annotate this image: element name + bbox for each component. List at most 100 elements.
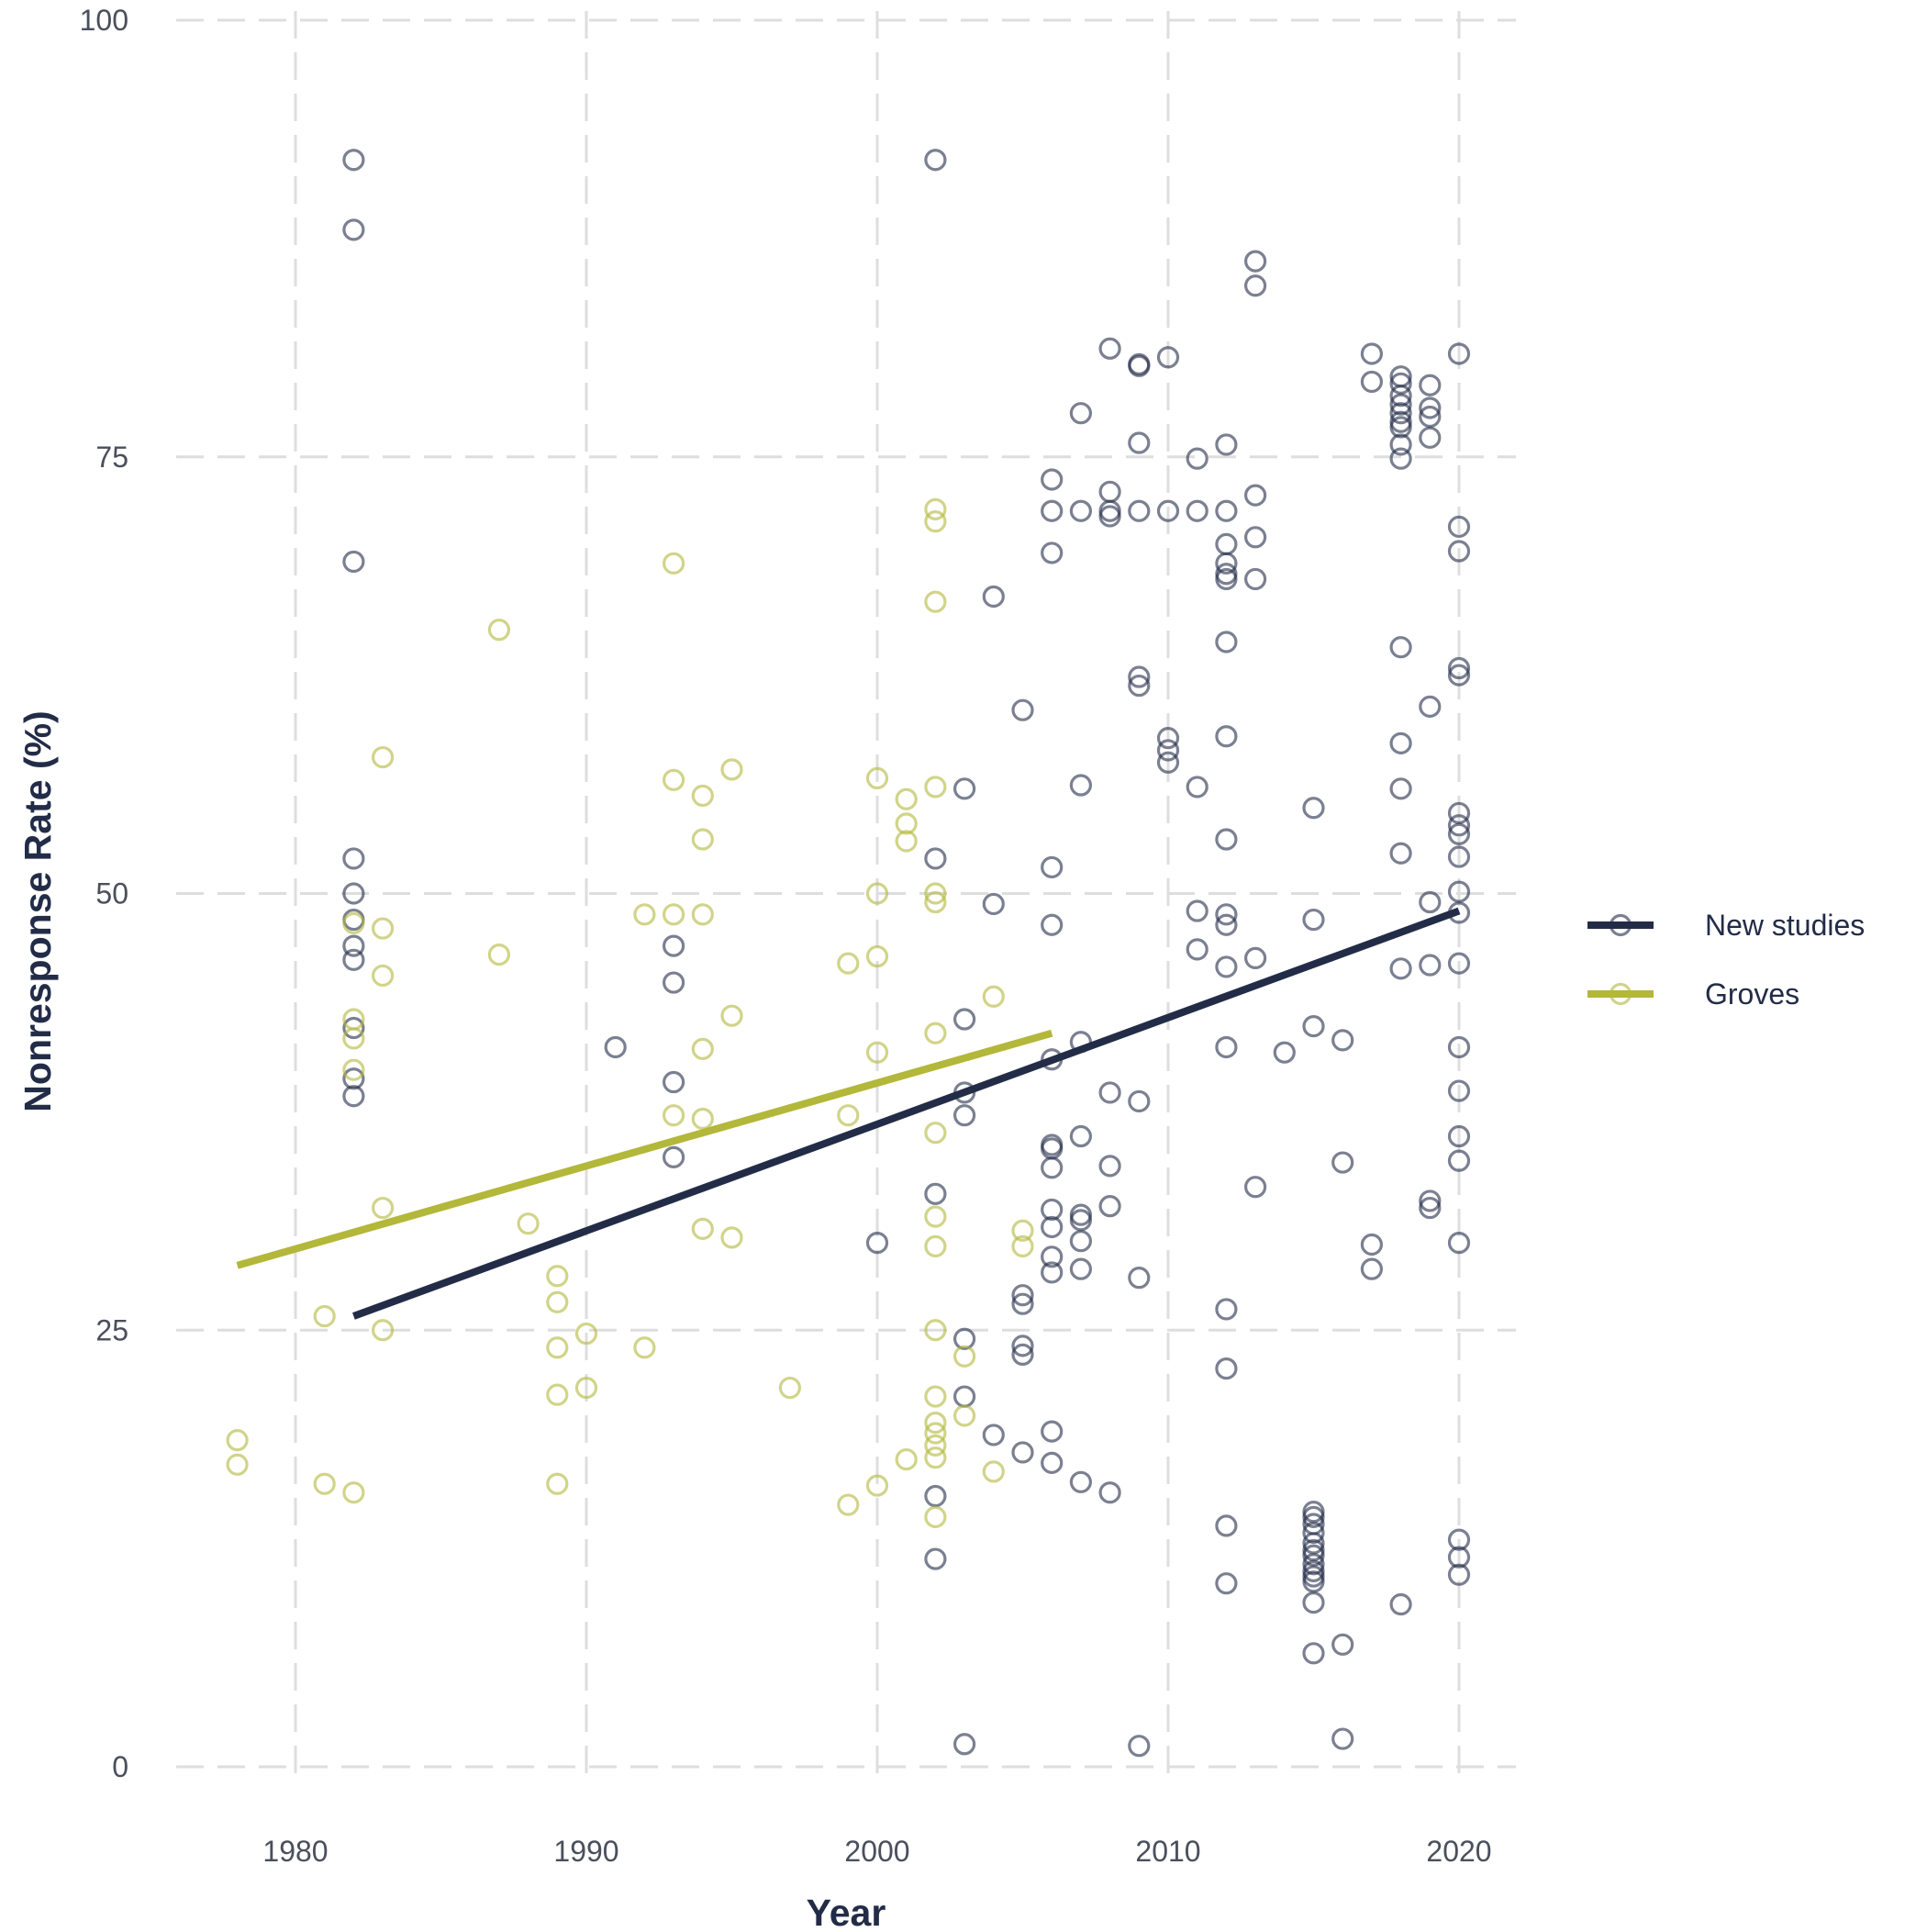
data-point <box>691 784 714 808</box>
data-point <box>342 1481 365 1504</box>
data-point <box>1128 431 1151 454</box>
data-point <box>662 934 685 957</box>
data-point <box>1011 698 1034 721</box>
data-point <box>342 911 365 934</box>
data-point <box>1447 1563 1471 1586</box>
data-point <box>865 944 889 968</box>
series-new-studies <box>342 149 1471 1758</box>
data-point <box>952 1345 976 1368</box>
data-point <box>1331 1633 1354 1656</box>
x-axis-title: Year <box>807 1892 886 1927</box>
data-point <box>1331 1151 1354 1174</box>
data-point <box>342 1016 365 1040</box>
data-point <box>924 1434 947 1457</box>
data-point <box>546 1265 569 1288</box>
data-point <box>342 218 365 241</box>
legend: New studies Groves <box>1587 909 1865 1011</box>
data-point <box>1186 499 1209 522</box>
data-point <box>1098 1155 1121 1178</box>
data-point <box>1215 828 1238 851</box>
data-point <box>924 847 947 870</box>
data-point <box>546 1290 569 1313</box>
y-tick-label: 25 <box>95 1313 128 1346</box>
data-point <box>1243 946 1267 970</box>
data-point <box>982 585 1005 609</box>
data-point <box>1098 480 1121 503</box>
data-point <box>924 497 947 520</box>
data-point <box>1069 1124 1093 1148</box>
data-point <box>1360 1257 1384 1280</box>
data-point <box>982 1460 1005 1483</box>
data-point <box>372 964 395 988</box>
data-point <box>1041 1261 1064 1284</box>
data-point <box>342 1058 365 1081</box>
data-point <box>1447 822 1471 845</box>
data-point <box>1128 499 1151 522</box>
data-point <box>1302 1553 1325 1576</box>
data-point <box>662 1145 685 1168</box>
data-point <box>720 758 743 781</box>
data-point <box>924 1022 947 1044</box>
data-point <box>1389 393 1412 416</box>
data-point <box>924 776 947 798</box>
data-point <box>924 890 947 914</box>
data-point <box>1215 903 1238 926</box>
data-point <box>1041 1245 1064 1268</box>
data-point <box>1389 731 1412 754</box>
data-point <box>1186 938 1209 961</box>
data-point <box>1302 1521 1325 1545</box>
data-point <box>1243 526 1267 549</box>
y-tick-label: 50 <box>95 877 128 910</box>
data-point <box>1156 499 1180 522</box>
data-point <box>662 768 685 791</box>
data-point <box>691 1107 714 1131</box>
data-point <box>952 777 976 800</box>
data-point <box>924 1205 947 1228</box>
x-tick-label: 1980 <box>262 1835 328 1868</box>
data-point <box>342 847 365 870</box>
data-point <box>342 1085 365 1108</box>
data-point <box>226 1429 249 1452</box>
data-point <box>1331 1029 1354 1052</box>
trend-line-new-studies <box>352 907 1461 1320</box>
data-point <box>837 1104 860 1127</box>
data-point <box>924 149 947 172</box>
data-point <box>895 787 918 810</box>
data-point <box>924 1505 947 1528</box>
data-point <box>1302 797 1325 820</box>
data-point <box>924 1182 947 1205</box>
data-point <box>1041 913 1064 936</box>
data-point <box>1389 433 1412 456</box>
data-point <box>1302 1591 1325 1614</box>
data-point <box>1156 739 1180 762</box>
data-point <box>982 985 1005 1008</box>
data-point <box>1069 499 1093 522</box>
trend-line-groves <box>236 1029 1053 1269</box>
data-point <box>1128 674 1151 698</box>
data-point <box>1041 499 1064 522</box>
data-point <box>952 1404 976 1427</box>
data-point <box>1360 370 1384 394</box>
data-point <box>342 882 365 905</box>
data-point <box>1156 751 1180 774</box>
data-point <box>982 892 1005 916</box>
data-point <box>1011 1343 1034 1366</box>
data-point <box>546 1336 569 1359</box>
data-point <box>1215 532 1238 556</box>
data-point <box>574 1322 598 1346</box>
data-point <box>342 948 365 971</box>
data-point <box>546 1383 569 1406</box>
data-point <box>1389 1592 1412 1616</box>
data-point <box>1215 631 1238 653</box>
data-point <box>1447 515 1471 538</box>
data-point <box>1011 1234 1034 1258</box>
data-point <box>1302 1505 1325 1528</box>
data-point <box>1041 855 1064 879</box>
data-point <box>574 1376 598 1400</box>
data-point <box>313 1304 336 1328</box>
data-point <box>1389 842 1412 865</box>
data-point <box>720 1004 743 1027</box>
data-point <box>1041 468 1064 491</box>
data-point <box>691 1217 714 1240</box>
